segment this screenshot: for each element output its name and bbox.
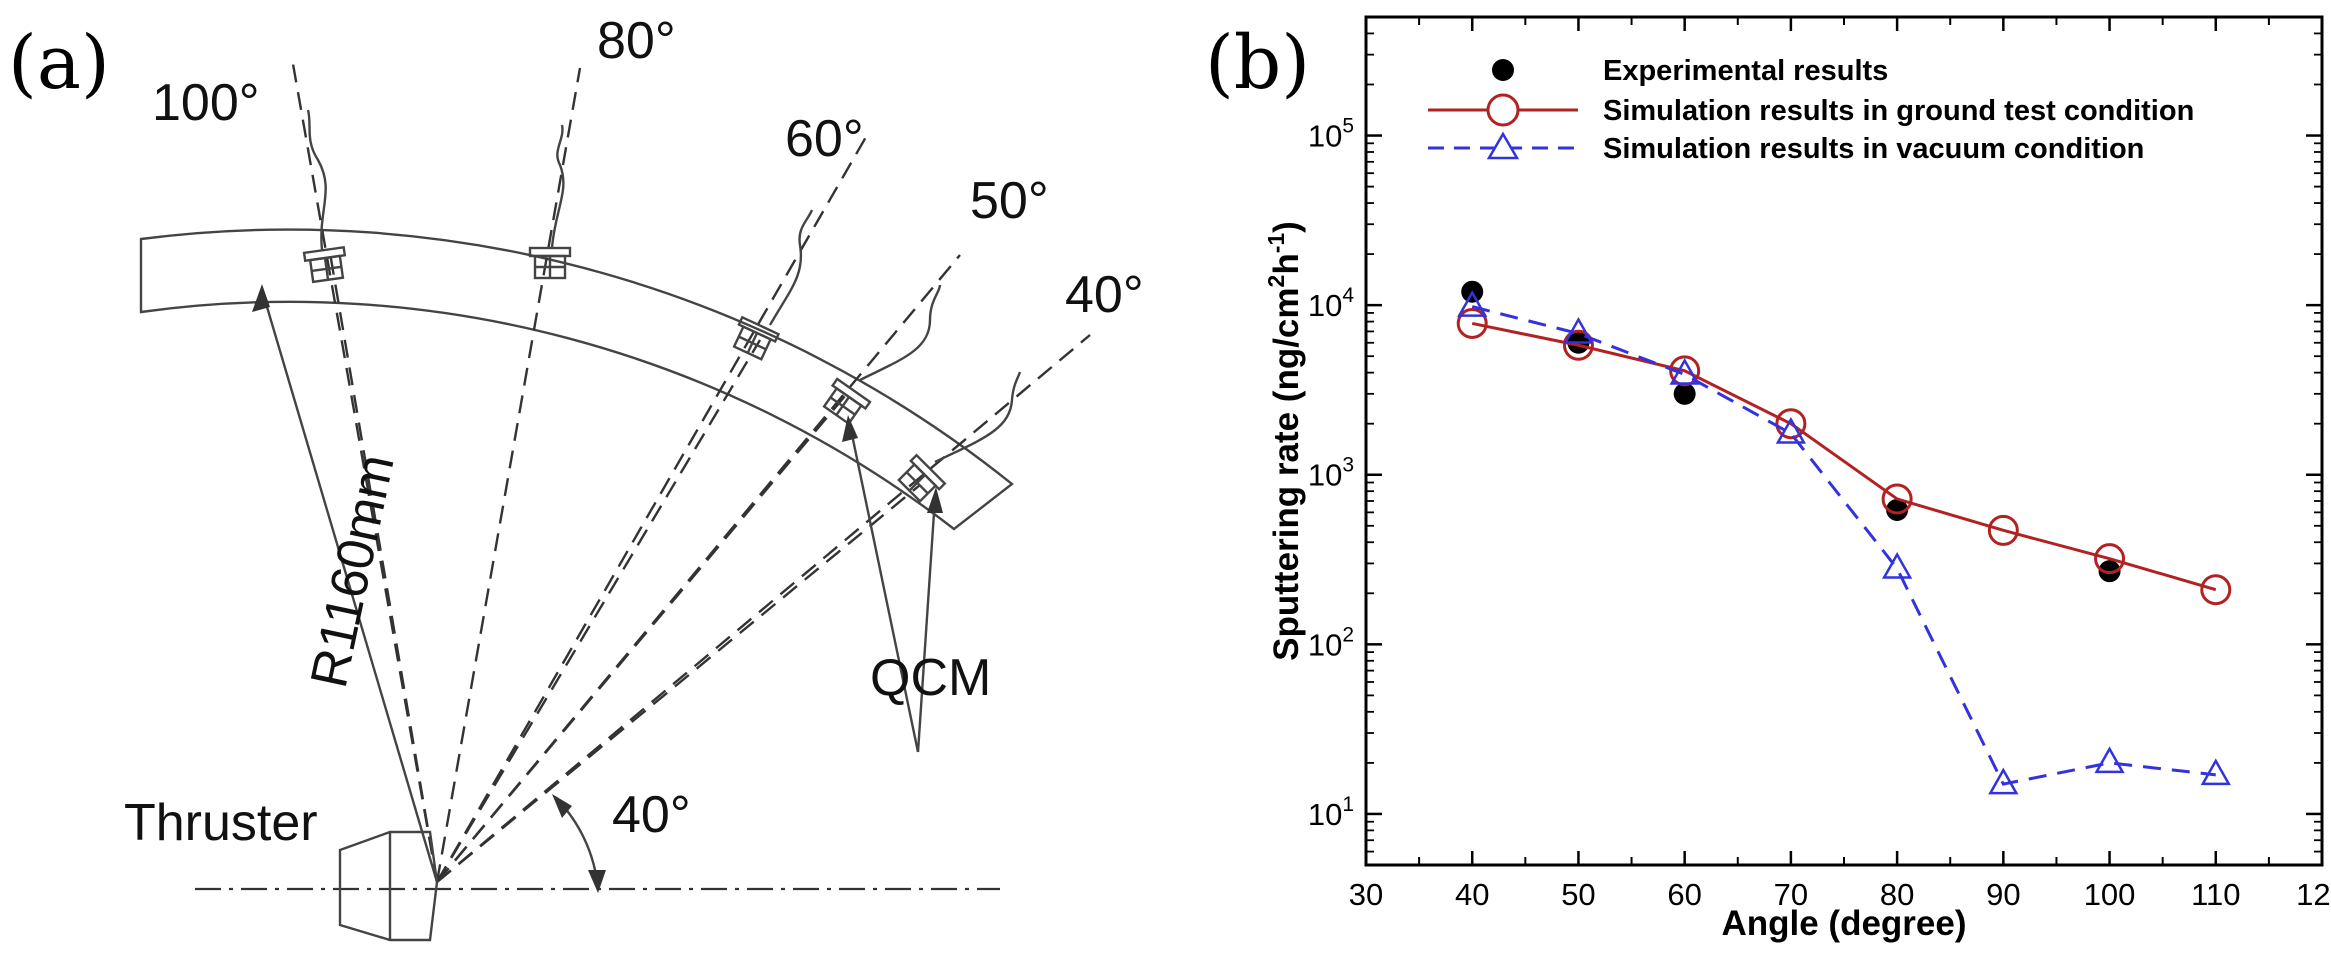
data-point-vacuum — [1563, 317, 1594, 344]
qcm-sensor-60 — [732, 315, 781, 361]
legend-marker-ground — [1486, 93, 1520, 127]
y-tick-label: 105 — [1308, 115, 1354, 154]
qcm-sensors — [302, 245, 947, 503]
data-point-vacuum — [1669, 357, 1700, 385]
data-point-vacuum — [1881, 551, 1913, 579]
thruster-label: Thruster — [124, 794, 318, 852]
legend-marker-vacuum — [1486, 131, 1520, 160]
x-tick-label: 50 — [1561, 877, 1595, 912]
data-point-ground — [2200, 574, 2232, 606]
series-layer — [1456, 280, 2232, 795]
x-tick-label: 70 — [1774, 877, 1808, 912]
y-axis: 101 102 103 104 105 — [1308, 32, 2322, 853]
sensor-frame — [139, 228, 1014, 531]
angle-arc — [552, 794, 606, 893]
qcm-label: QCM — [870, 649, 991, 707]
data-point-ground — [1562, 329, 1594, 361]
radius-arrow — [252, 284, 439, 883]
sight-line-80 — [435, 67, 582, 883]
angle-label-100: 100° — [152, 74, 260, 132]
base-angle-label: 40° — [612, 786, 691, 844]
angle-label-40: 40° — [1065, 266, 1144, 324]
data-point-experimental — [1886, 498, 1909, 521]
angle-label-80: 80° — [597, 12, 676, 70]
angle-label-50: 50° — [970, 172, 1049, 230]
series-line-2 — [1471, 305, 2216, 786]
y-tick-label: 102 — [1308, 623, 1354, 662]
qcm-sensor-40 — [897, 453, 947, 503]
radius-label: R1160mm — [300, 450, 406, 693]
y-tick-label: 104 — [1308, 284, 1354, 323]
legend-label-experimental: Experimental results — [1603, 55, 1888, 87]
data-point-vacuum — [2094, 746, 2125, 774]
x-axis-title: Angle (degree) — [1721, 904, 1966, 943]
x-tick-label: 60 — [1667, 877, 1701, 912]
qcm-pointer-arrows — [842, 415, 943, 753]
x-tick-label: 120 — [2296, 877, 2331, 912]
y-tick-label: 101 — [1308, 793, 1354, 832]
y-tick-label: 103 — [1308, 454, 1354, 493]
x-axis: 30 40 50 60 70 80 90 100 110 120 — [1349, 17, 2331, 912]
x-tick-label: 90 — [1986, 877, 2020, 912]
sputtering-chart: (b) 30 40 50 60 70 80 90 100 110 120 101 102 103 104… — [1205, 15, 2331, 943]
x-tick-label: 100 — [2084, 877, 2136, 912]
sight-lines — [291, 63, 1091, 883]
sight-line-40 — [436, 334, 1091, 883]
data-point-vacuum — [1457, 290, 1488, 317]
data-point-ground — [1669, 355, 1701, 387]
sight-line-inner-3 — [436, 389, 851, 883]
legend-marker-experimental — [1492, 59, 1514, 81]
qcm-sensor-50 — [822, 377, 872, 426]
sight-line-inner-2 — [435, 339, 762, 883]
data-point-vacuum — [1775, 416, 1807, 444]
x-tick-label: 80 — [1880, 877, 1914, 912]
legend: Experimental results Simulation results … — [1428, 55, 2194, 165]
sight-line-inner-4 — [436, 484, 921, 883]
legend-label-vacuum: Simulation results in vacuum condition — [1603, 133, 2144, 165]
data-point-ground — [2094, 543, 2126, 575]
panel-a-label: (a) — [8, 20, 110, 106]
angle-label-60: 60° — [785, 110, 864, 168]
legend-label-ground: Simulation results in ground test condit… — [1603, 95, 2194, 127]
series-line-1 — [1471, 321, 2217, 592]
panel-b-label: (b) — [1205, 20, 1310, 106]
thruster-body — [338, 830, 439, 942]
sensor-cables — [306, 109, 1022, 464]
x-tick-label: 110 — [2191, 877, 2240, 912]
sight-line-50 — [436, 254, 961, 883]
sight-line-60 — [435, 129, 872, 883]
qcm-sensor-80 — [528, 246, 572, 280]
x-tick-label: 30 — [1349, 877, 1383, 912]
data-point-ground — [1775, 408, 1807, 440]
data-point-vacuum — [2200, 758, 2231, 786]
data-point-ground — [1881, 483, 1913, 515]
x-tick-label: 40 — [1455, 877, 1489, 912]
y-axis-title: Sputtering rate (ng/cm2h-1) — [1263, 221, 1306, 661]
data-point-ground — [1987, 514, 2019, 546]
sight-line-inner-1 — [328, 252, 439, 883]
schematic-diagram: (a) — [8, 12, 1144, 942]
data-point-vacuum — [1988, 767, 2019, 795]
data-point-experimental — [1673, 382, 1696, 405]
qcm-sensor-100 — [302, 245, 347, 284]
data-point-ground — [1456, 307, 1488, 339]
